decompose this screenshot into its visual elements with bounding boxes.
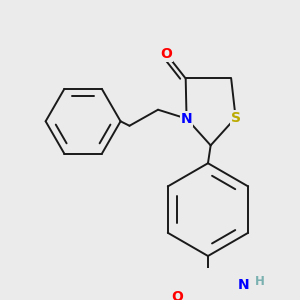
Text: O: O <box>160 46 172 61</box>
Text: O: O <box>171 290 183 300</box>
Text: N: N <box>238 278 250 292</box>
Text: N: N <box>181 112 192 126</box>
Text: H: H <box>255 275 265 288</box>
Text: S: S <box>231 111 241 125</box>
